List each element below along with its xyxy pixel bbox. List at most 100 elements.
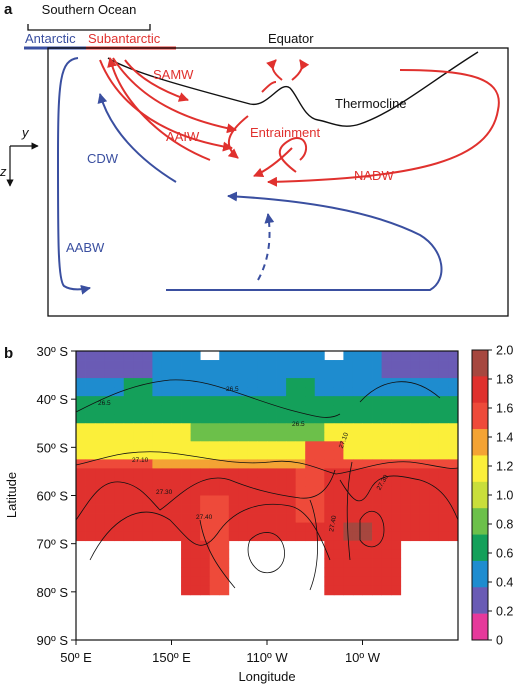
heatmap-cell: [209, 540, 220, 551]
heatmap-cell: [324, 576, 335, 587]
heatmap-cell: [228, 378, 239, 388]
heatmap-cell: [352, 540, 363, 551]
heatmap-cell: [333, 477, 344, 487]
heatmap-cell: [85, 387, 96, 397]
heatmap-cell: [104, 531, 115, 542]
heatmap-cell: [305, 522, 316, 533]
heatmap-cell: [133, 477, 144, 487]
colorbar-swatch: [472, 481, 488, 509]
heatmap-cell: [400, 459, 411, 469]
heatmap-cell: [286, 369, 297, 379]
heatmap-cell: [391, 459, 402, 469]
heatmap-cell: [276, 387, 287, 397]
heatmap-cell: [343, 504, 354, 514]
heatmap-cell: [161, 432, 172, 442]
heatmap-cell: [257, 396, 268, 406]
heatmap-cell: [267, 459, 277, 469]
heatmap-cell: [305, 432, 316, 442]
heatmap-cell: [352, 576, 363, 587]
heatmap-cell: [161, 531, 172, 542]
heatmap-cell: [276, 450, 287, 460]
heatmap-cell: [181, 477, 191, 487]
heatmap-cell: [190, 423, 201, 433]
heatmap-cell: [324, 540, 335, 551]
y-axis-label: y: [21, 125, 30, 140]
heatmap-cell: [238, 504, 249, 514]
heatmap-cell: [114, 441, 125, 451]
heatmap-cell: [267, 522, 277, 533]
heatmap-cell: [429, 504, 440, 514]
heatmap-cell: [410, 441, 421, 451]
heatmap-cell: [333, 369, 344, 379]
heatmap-cell: [171, 405, 182, 415]
heatmap-cell: [343, 513, 354, 523]
heatmap-cell: [362, 378, 373, 388]
heatmap-cell: [228, 432, 239, 442]
heatmap-cell: [257, 360, 268, 370]
heatmap-cell: [257, 369, 268, 379]
heatmap-cell: [324, 369, 335, 379]
heatmap-cell: [362, 432, 373, 442]
heatmap-cell: [267, 486, 277, 496]
heatmap-cell: [76, 504, 86, 514]
heatmap-cell: [391, 396, 402, 406]
heatmap-cell: [400, 513, 411, 523]
aabw-arrow: [56, 57, 91, 295]
heatmap-cell: [76, 486, 86, 496]
heatmap-cell: [343, 576, 354, 587]
heatmap-cell: [181, 504, 191, 514]
heatmap-cell: [190, 369, 201, 379]
heatmap-cell: [257, 378, 268, 388]
panel-b: b 26.5 26.5 26.5 27.10 27.10 27.30 27.30…: [4, 344, 513, 685]
heatmap-cell: [372, 477, 382, 487]
heatmap-cell: [419, 432, 430, 442]
heatmap-cell: [448, 423, 459, 433]
heatmap-cell: [381, 540, 392, 551]
heatmap-cell: [161, 441, 172, 451]
heatmap-cell: [324, 360, 335, 370]
heatmap-cell: [190, 558, 201, 569]
heatmap-cell: [161, 378, 172, 388]
heatmap-cell: [305, 459, 316, 469]
heatmap-cell: [190, 414, 201, 424]
contour-label: 26.5: [98, 400, 111, 407]
heatmap-cell: [372, 423, 382, 433]
heatmap-cell: [362, 558, 373, 569]
heatmap-cell: [95, 441, 106, 451]
heatmap-cell: [142, 360, 153, 370]
heatmap-cell: [142, 522, 153, 533]
heatmap-cell: [181, 567, 191, 578]
heatmap-cell: [286, 522, 297, 533]
heatmap-cell: [410, 459, 421, 469]
contour-closed-2: [359, 510, 385, 548]
heatmap-cell: [133, 387, 144, 397]
heatmap-cell: [152, 486, 163, 496]
heatmap-cell: [190, 585, 201, 596]
heatmap-cell: [95, 414, 106, 424]
heatmap-cell: [247, 486, 258, 496]
heatmap-cell: [276, 477, 287, 487]
thermocline-line: [107, 51, 479, 127]
heatmap-cell: [219, 369, 230, 379]
heatmap-cell: [238, 441, 249, 451]
heatmap-cell: [190, 522, 201, 533]
heatmap-cell: [238, 513, 249, 523]
heatmap-cell: [352, 351, 363, 361]
heatmap-cell: [257, 414, 268, 424]
heatmap-cell: [314, 495, 325, 505]
y-tick-label: 60º S: [37, 489, 69, 504]
heatmap-cell: [181, 459, 191, 469]
heatmap-cell: [314, 387, 325, 397]
heatmap-cell: [276, 423, 287, 433]
heatmap-cell: [410, 378, 421, 388]
heatmap-cell: [85, 405, 96, 415]
heatmap-cell: [152, 423, 163, 433]
heatmap-cell: [85, 495, 96, 505]
aaiw-label: AAIW: [166, 129, 200, 144]
heatmap-cell: [333, 504, 344, 514]
heatmap-cell: [352, 378, 363, 388]
heatmap-cell: [381, 486, 392, 496]
heatmap-cell: [419, 360, 430, 370]
heatmap-cell: [228, 459, 239, 469]
heatmap-cell: [247, 378, 258, 388]
